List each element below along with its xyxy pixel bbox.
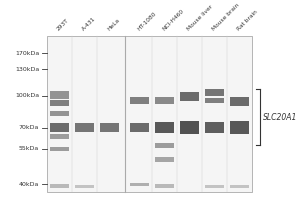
FancyBboxPatch shape — [50, 147, 69, 151]
FancyBboxPatch shape — [130, 183, 149, 186]
FancyBboxPatch shape — [130, 123, 149, 132]
Text: 100kDa: 100kDa — [15, 93, 39, 98]
FancyBboxPatch shape — [155, 122, 174, 133]
Text: HeLa: HeLa — [106, 18, 121, 32]
Text: 130kDa: 130kDa — [15, 67, 39, 72]
FancyBboxPatch shape — [130, 97, 149, 104]
FancyBboxPatch shape — [47, 36, 252, 192]
FancyBboxPatch shape — [50, 134, 69, 139]
FancyBboxPatch shape — [180, 92, 199, 101]
Text: NCI-H460: NCI-H460 — [161, 9, 184, 32]
FancyBboxPatch shape — [206, 98, 224, 103]
Text: HT-1080: HT-1080 — [136, 11, 157, 32]
Text: 293T: 293T — [56, 18, 70, 32]
FancyBboxPatch shape — [75, 185, 94, 188]
FancyBboxPatch shape — [155, 143, 174, 148]
FancyBboxPatch shape — [206, 122, 224, 133]
FancyBboxPatch shape — [50, 100, 69, 106]
FancyBboxPatch shape — [155, 97, 174, 104]
FancyBboxPatch shape — [155, 184, 174, 188]
Text: 55kDa: 55kDa — [19, 146, 39, 151]
Text: Rat brain: Rat brain — [236, 10, 259, 32]
FancyBboxPatch shape — [50, 111, 69, 116]
Text: 70kDa: 70kDa — [19, 125, 39, 130]
FancyBboxPatch shape — [50, 123, 69, 132]
FancyBboxPatch shape — [50, 91, 69, 99]
Text: A-431: A-431 — [81, 16, 97, 32]
Text: Mouse brain: Mouse brain — [211, 3, 240, 32]
FancyBboxPatch shape — [206, 89, 224, 96]
FancyBboxPatch shape — [230, 121, 249, 134]
Text: 40kDa: 40kDa — [19, 182, 39, 187]
FancyBboxPatch shape — [75, 123, 94, 132]
Text: SLC20A1: SLC20A1 — [263, 113, 298, 122]
FancyBboxPatch shape — [155, 157, 174, 162]
Text: Mouse liver: Mouse liver — [186, 4, 214, 32]
FancyBboxPatch shape — [206, 185, 224, 188]
FancyBboxPatch shape — [230, 97, 249, 106]
FancyBboxPatch shape — [180, 121, 199, 134]
FancyBboxPatch shape — [100, 123, 119, 132]
Text: 170kDa: 170kDa — [15, 51, 39, 56]
FancyBboxPatch shape — [230, 185, 249, 188]
FancyBboxPatch shape — [50, 184, 69, 188]
